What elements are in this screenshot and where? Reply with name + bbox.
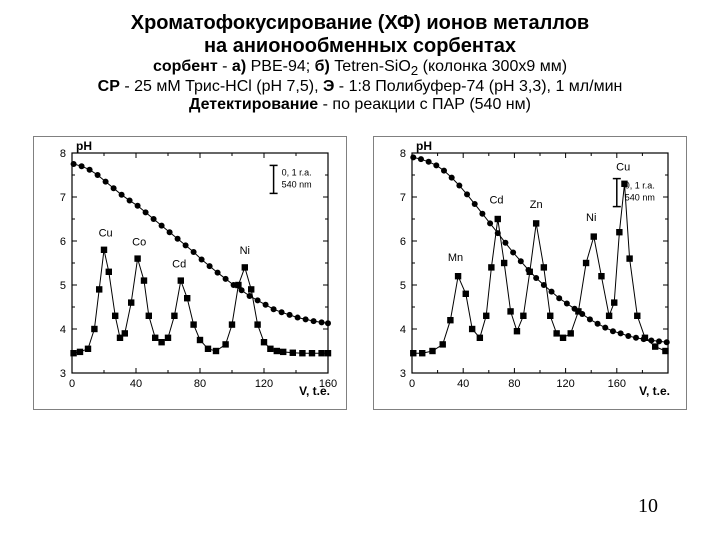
svg-text:5: 5 bbox=[60, 280, 66, 292]
svg-text:0, 1 r.a.: 0, 1 r.a. bbox=[282, 168, 312, 178]
svg-text:120: 120 bbox=[255, 378, 273, 390]
svg-text:80: 80 bbox=[194, 378, 206, 390]
svg-text:Mn: Mn bbox=[448, 252, 463, 264]
svg-text:3: 3 bbox=[400, 368, 406, 380]
svg-text:Cd: Cd bbox=[172, 259, 186, 271]
conditions-line-2: СР - 25 мМ Трис-HCl (рН 7,5), Э - 1:8 По… bbox=[28, 78, 692, 96]
svg-text:pH: pH bbox=[76, 139, 92, 153]
conditions-line-1: сорбент - а) PBE-94; б) Tetren-SiO2 (кол… bbox=[28, 58, 692, 78]
svg-text:40: 40 bbox=[457, 378, 469, 390]
svg-text:Ni: Ni bbox=[240, 245, 250, 257]
title-line-1: Хроматофокусирование (ХФ) ионов металлов bbox=[28, 12, 692, 35]
svg-text:540 nm: 540 nm bbox=[625, 193, 655, 203]
chart-a: 34567804080120160pHV, t.e.CuCoCdNi0, 1 r… bbox=[33, 136, 347, 410]
svg-text:80: 80 bbox=[508, 378, 520, 390]
svg-text:3: 3 bbox=[60, 368, 66, 380]
svg-text:4: 4 bbox=[400, 324, 406, 336]
svg-text:0: 0 bbox=[69, 378, 75, 390]
svg-text:5: 5 bbox=[400, 280, 406, 292]
svg-text:540 nm: 540 nm bbox=[282, 180, 312, 190]
title-line-2: на анионообменных сорбентах bbox=[28, 35, 692, 58]
svg-text:V, t.e.: V, t.e. bbox=[639, 384, 670, 398]
svg-text:8: 8 bbox=[400, 148, 406, 160]
conditions-line-3: Детектирование - по реакции с ПАР (540 н… bbox=[28, 96, 692, 114]
svg-text:160: 160 bbox=[608, 378, 626, 390]
svg-text:8: 8 bbox=[60, 148, 66, 160]
chart-b: 34567804080120160pHV, t.e.MnCdZnNiCu0, 1… bbox=[373, 136, 687, 410]
svg-text:Co: Co bbox=[132, 237, 146, 249]
svg-text:7: 7 bbox=[400, 192, 406, 204]
charts-row: 34567804080120160pHV, t.e.CuCoCdNi0, 1 r… bbox=[28, 136, 692, 410]
svg-text:pH: pH bbox=[416, 139, 432, 153]
svg-text:40: 40 bbox=[130, 378, 142, 390]
svg-text:Ni: Ni bbox=[586, 212, 596, 224]
svg-text:4: 4 bbox=[60, 324, 66, 336]
svg-text:Cu: Cu bbox=[616, 162, 630, 174]
svg-text:V, t.e.: V, t.e. bbox=[299, 384, 330, 398]
svg-text:0: 0 bbox=[409, 378, 415, 390]
svg-text:Cd: Cd bbox=[489, 195, 503, 207]
svg-text:6: 6 bbox=[400, 236, 406, 248]
page-number: 10 bbox=[638, 495, 658, 518]
svg-text:120: 120 bbox=[556, 378, 574, 390]
svg-text:0, 1 r.a.: 0, 1 r.a. bbox=[625, 181, 655, 191]
svg-text:7: 7 bbox=[60, 192, 66, 204]
svg-text:Cu: Cu bbox=[99, 228, 113, 240]
svg-text:6: 6 bbox=[60, 236, 66, 248]
svg-text:Zn: Zn bbox=[530, 199, 543, 211]
